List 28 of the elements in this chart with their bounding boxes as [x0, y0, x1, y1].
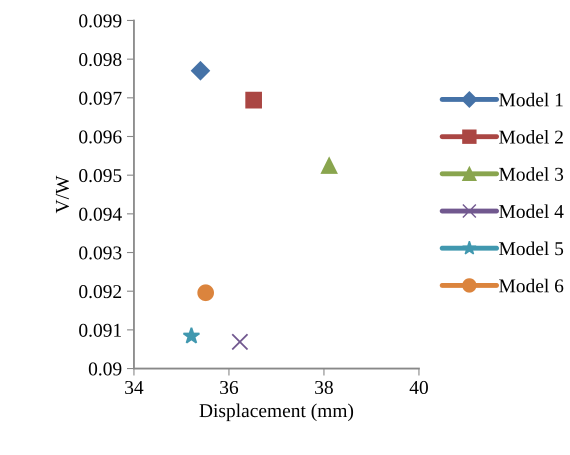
point	[182, 326, 200, 344]
legend-label: Model 4	[499, 204, 564, 218]
x-tick-label: 36	[220, 380, 238, 394]
y-tick-label: 0.098	[79, 52, 122, 66]
legend-label: Model 3	[499, 167, 564, 181]
y-tick-label: 0.093	[79, 246, 122, 260]
y-axis-title: V/W	[56, 176, 69, 214]
legend-label: Model 2	[499, 130, 563, 144]
x-tick-label: 40	[410, 380, 428, 394]
point	[245, 92, 262, 108]
legend-label: Model 5	[499, 242, 564, 256]
y-tick-label: 0.097	[79, 92, 122, 105]
legend-label: Model 6	[499, 278, 564, 292]
x-axis-title: Displacement (mm)	[200, 404, 354, 422]
x-tick-label: 34	[125, 380, 144, 394]
y-tick-label: 0.09	[88, 362, 122, 376]
legend-label: Model 1	[499, 92, 563, 106]
x-tick-label: 38	[315, 380, 333, 394]
y-tick-label: 0.095	[79, 168, 122, 182]
point	[231, 333, 248, 350]
y-tick-label: 0.094	[79, 208, 122, 221]
y-tick-label: 0.096	[79, 130, 122, 144]
y-tick-label: 0.099	[79, 14, 122, 28]
y-tick-label: 0.092	[79, 285, 122, 298]
point	[197, 284, 214, 302]
point	[320, 157, 338, 174]
point	[190, 61, 210, 80]
y-tick-label: 0.091	[79, 324, 121, 337]
